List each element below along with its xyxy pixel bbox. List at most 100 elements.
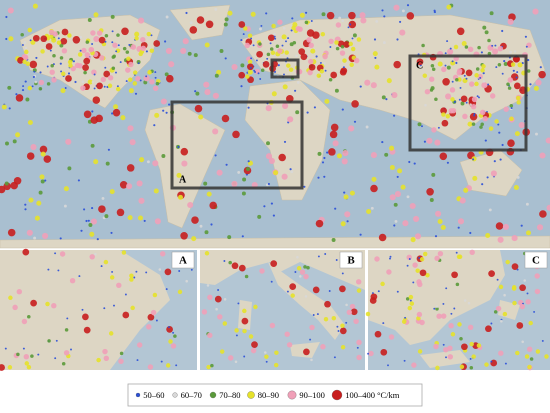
dot (307, 69, 313, 76)
dot (214, 154, 217, 157)
dot (335, 22, 342, 28)
dot (350, 46, 356, 52)
dot (303, 273, 309, 280)
dot (265, 360, 268, 363)
dot (482, 72, 485, 75)
dot (216, 69, 222, 75)
dot (389, 257, 391, 260)
dot (523, 279, 526, 282)
dot (242, 308, 247, 314)
dot (524, 354, 530, 359)
dot (51, 37, 57, 43)
dot (59, 251, 66, 257)
dot (103, 85, 106, 88)
dot (278, 153, 286, 162)
dot (487, 38, 491, 43)
dot (512, 300, 517, 306)
dot (198, 114, 204, 120)
dot (412, 281, 415, 284)
dot (27, 85, 33, 91)
dot (59, 62, 62, 65)
dot (331, 238, 336, 242)
dot (500, 319, 503, 323)
dot (259, 27, 262, 31)
dot (516, 268, 519, 271)
dot (344, 211, 351, 218)
dot (380, 281, 385, 287)
dot (251, 341, 258, 348)
dot (98, 36, 106, 44)
dot (105, 161, 110, 166)
dot (303, 265, 307, 269)
dot (409, 301, 415, 306)
dot (340, 344, 346, 350)
legend-label: 100–400 °C/km (345, 390, 400, 400)
dot (30, 39, 36, 45)
dot (303, 348, 310, 356)
dot (33, 70, 36, 73)
dot (96, 30, 103, 36)
dot (408, 160, 411, 164)
dot (347, 26, 350, 29)
dot (533, 85, 539, 91)
dot (30, 299, 37, 307)
dot (248, 334, 254, 339)
dot (365, 311, 371, 317)
dot (92, 96, 101, 104)
dot (112, 42, 118, 48)
dot (45, 301, 50, 307)
dot (154, 71, 157, 74)
dot (394, 219, 398, 223)
dot (153, 188, 159, 194)
dot (308, 63, 316, 71)
dot (128, 43, 131, 46)
dot (221, 114, 230, 123)
dot (15, 93, 18, 96)
dot (39, 145, 48, 154)
dot (435, 305, 439, 308)
dot (282, 84, 288, 90)
dot (231, 63, 238, 71)
dot (44, 179, 47, 182)
dot (274, 37, 277, 40)
dot (528, 320, 533, 326)
dot (306, 265, 310, 270)
dot (437, 250, 444, 257)
dot (370, 82, 377, 89)
dot (242, 328, 247, 334)
dot (140, 45, 147, 52)
dot (26, 229, 33, 236)
dot (145, 50, 148, 53)
dot (484, 362, 489, 367)
dot (406, 12, 415, 20)
dot (516, 71, 519, 74)
dot (527, 364, 532, 370)
dot (351, 37, 354, 40)
dot (546, 204, 550, 211)
dot (40, 151, 46, 157)
region-box (170, 100, 304, 190)
dot (459, 197, 466, 204)
dot (17, 57, 24, 64)
dot (480, 51, 483, 54)
dot (22, 59, 27, 65)
dot (259, 78, 262, 80)
dot (185, 279, 188, 283)
dot (22, 248, 30, 256)
dot (49, 49, 52, 52)
dot (339, 327, 347, 335)
dot (544, 354, 549, 359)
dot (460, 95, 468, 103)
dot (495, 222, 504, 230)
dot (91, 207, 94, 210)
dot (146, 160, 150, 164)
dot (127, 125, 134, 132)
dot (494, 119, 499, 124)
dot (241, 235, 244, 238)
dot (541, 339, 544, 342)
dot (80, 85, 86, 91)
dot (453, 44, 459, 50)
dot (372, 51, 378, 57)
dot (108, 331, 114, 336)
dot (24, 80, 27, 83)
